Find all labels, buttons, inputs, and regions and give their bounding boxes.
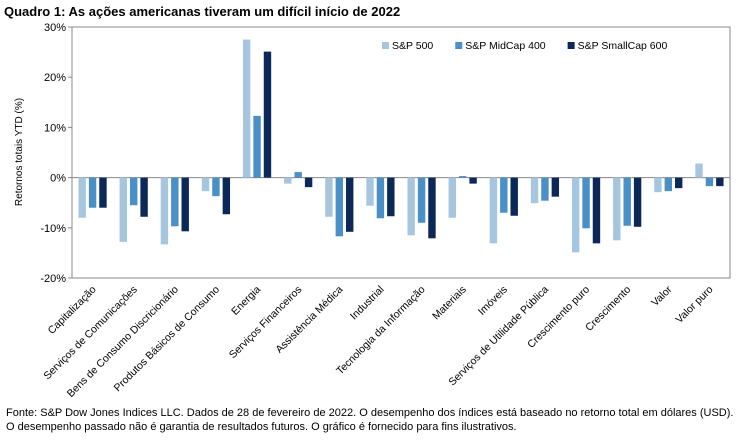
x-tick-label: Materiais [430, 284, 469, 323]
bar [654, 177, 662, 193]
source-note: Fonte: S&P Dow Jones Indices LLC. Dados … [6, 407, 734, 433]
y-tick-label: -10% [40, 223, 66, 235]
bar [294, 172, 302, 178]
bar [675, 177, 683, 189]
y-tick-label: 30% [44, 22, 66, 34]
bar [181, 177, 189, 232]
bar [88, 177, 97, 208]
bar [664, 177, 673, 192]
bar [541, 177, 549, 201]
bar [160, 177, 169, 245]
bar [304, 177, 313, 188]
bar [325, 177, 333, 217]
x-tick-label: Serviços Financeiros [227, 284, 304, 361]
legend-swatch [382, 42, 389, 49]
bar [530, 177, 539, 204]
bar [99, 177, 107, 208]
bar [201, 177, 210, 192]
bar [458, 176, 467, 178]
bar [119, 177, 127, 242]
bar [551, 177, 560, 197]
bar [469, 177, 477, 184]
bar [407, 177, 415, 236]
legend-label: S&P MidCap 400 [465, 40, 546, 52]
bar [253, 115, 261, 178]
y-tick-label: -20% [40, 273, 66, 285]
bar [448, 177, 456, 218]
chart: Quadro 1: As ações americanas tiveram um… [4, 4, 731, 400]
bar [613, 177, 621, 241]
x-tick-label: Industrial [348, 284, 387, 323]
x-tick-label: Valor puro [673, 284, 715, 326]
bar [387, 177, 395, 217]
bar [263, 51, 272, 178]
x-tick-label: Valor [649, 283, 675, 309]
bar [582, 177, 590, 229]
bar [78, 177, 86, 218]
legend-swatch [455, 42, 463, 49]
legend-label: S&P 500 [392, 40, 433, 52]
bar [284, 177, 292, 184]
bar [212, 177, 220, 197]
bar [222, 177, 231, 215]
bar [695, 163, 703, 178]
bar [500, 177, 508, 213]
y-axis-label: Retornos totais YTD (%) [14, 98, 25, 206]
bar [716, 177, 724, 187]
bar [366, 177, 374, 206]
bar [242, 39, 251, 178]
y-tick-label: 20% [44, 72, 66, 84]
plot-frame [71, 26, 731, 279]
x-tick-label: Imóveis [476, 284, 510, 318]
bar [417, 177, 426, 223]
legend-label: S&P SmallCap 600 [578, 40, 668, 52]
y-tick-label: 0% [50, 173, 66, 185]
bar [171, 177, 179, 227]
bar [428, 177, 436, 239]
bar [489, 177, 498, 244]
bar [623, 177, 631, 226]
bar [633, 177, 642, 227]
bar [705, 177, 714, 187]
legend-swatch [567, 42, 575, 49]
bar [510, 177, 518, 216]
bar [592, 177, 601, 244]
bar [376, 177, 385, 219]
bar [335, 177, 344, 237]
bar [129, 177, 138, 206]
bar [571, 177, 580, 253]
chart-title: Quadro 1: As ações americanas tiveram um… [4, 4, 400, 19]
y-tick-label: 10% [44, 122, 66, 134]
bar [346, 177, 354, 232]
x-tick-label: Energia [229, 284, 263, 318]
bar [140, 177, 148, 217]
